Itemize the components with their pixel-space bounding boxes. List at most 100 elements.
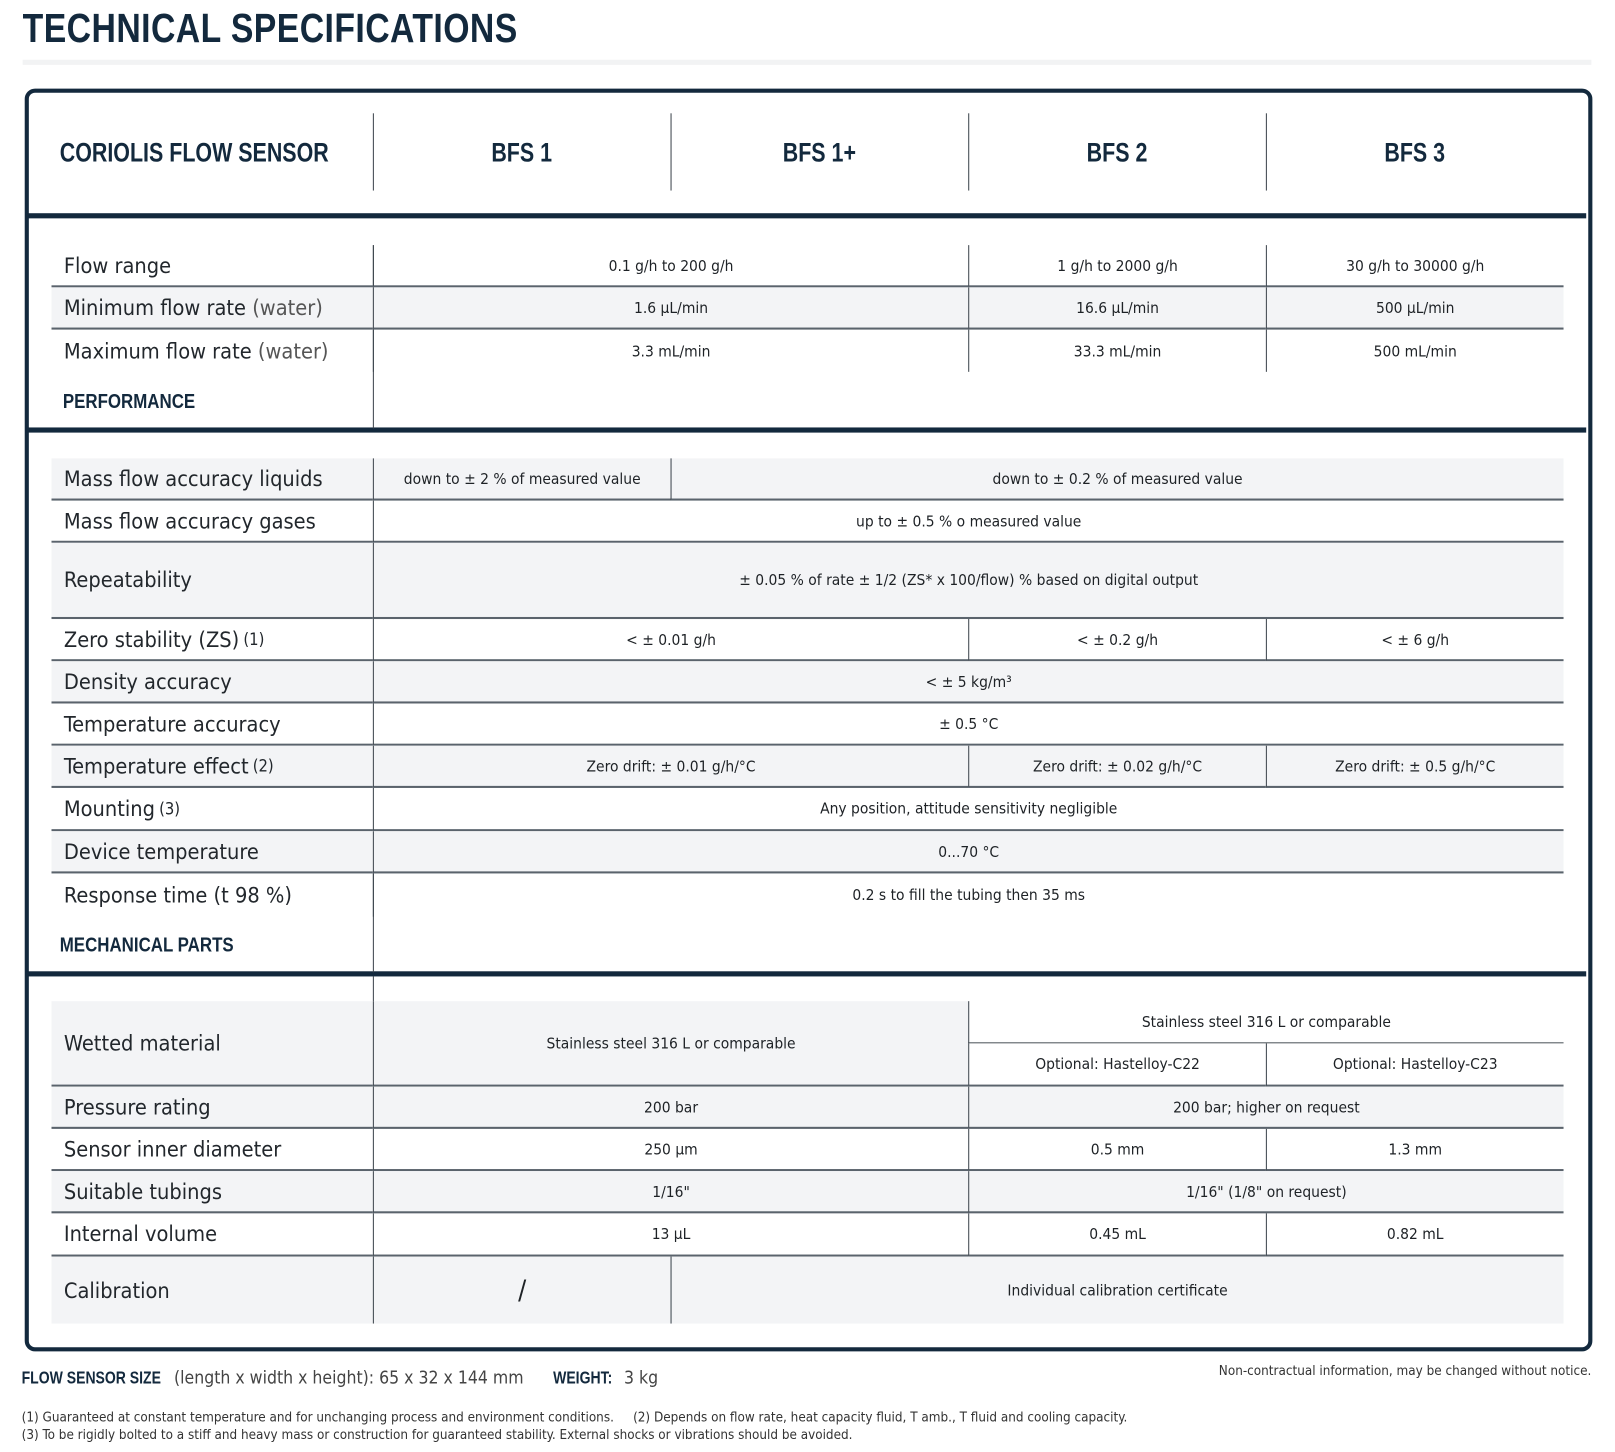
row-label-text: Temperature accuracy	[63, 711, 281, 736]
size-label: FLOW SENSOR SIZE	[21, 1367, 161, 1388]
temp-effect-bfs1: Zero drift: ± 0.01 g/h/°C	[372, 745, 969, 788]
label-suffix: (water)	[252, 295, 323, 320]
calibration-bfs1: /	[372, 1256, 671, 1324]
header-bfs1: BFS 1	[491, 136, 553, 168]
response-value: 0.2 s to fill the tubing then 35 ms	[372, 873, 1564, 917]
row-label-text: Device temperature	[63, 838, 259, 864]
internal-volume-label: Internal volume	[51, 1213, 373, 1257]
column-divider	[968, 113, 970, 191]
min-flow-bfs2: 16.6 µL/min	[968, 287, 1266, 330]
min-flow-bfs1: 1.6 µL/min	[372, 287, 969, 330]
row-label-text: Mass flow accuracy liquids	[63, 466, 323, 491]
mounting-all: Any position, attitude sensitivity negli…	[372, 787, 1564, 832]
acc-liquids-bfs1: down to ± 2 % of measured value	[372, 458, 671, 501]
mounting-label: Mounting (3)	[51, 788, 373, 832]
wetted-bfs1: Stainless steel 316 L or comparable	[372, 1001, 969, 1087]
spec-table-frame	[24, 88, 1593, 1352]
wetted-bfs2-opt: Optional: Hastelloy-C22	[968, 1043, 1266, 1087]
calibration-label: Calibration	[51, 1256, 373, 1324]
row-label-text: Maximum flow rate	[63, 338, 252, 364]
section-label-performance: PERFORMANCE	[62, 390, 196, 414]
weight-label: WEIGHT:	[553, 1367, 613, 1388]
acc-gases-all: up to ± 0.5 % o measured value	[372, 500, 1564, 543]
min-flow-label: Minimum flow rate (water)	[51, 287, 373, 330]
tubings-bfs1: 1/16"	[372, 1171, 969, 1214]
pressure-label: Pressure rating	[51, 1086, 373, 1129]
column-divider	[670, 113, 672, 191]
zero-stability-bfs1: < ± 0.01 g/h	[372, 619, 969, 662]
column-divider	[372, 113, 374, 191]
internal-volume-bfs2: 0.45 mL	[968, 1213, 1266, 1257]
inner-diameter-bfs1: 250 µm	[372, 1128, 969, 1172]
disclaimer: Non-contractual information, may be chan…	[1218, 1363, 1592, 1380]
flow-range-bfs2: 1 g/h to 2000 g/h	[968, 245, 1266, 288]
temp-effect-bfs2: Zero drift: ± 0.02 g/h/°C	[968, 745, 1266, 788]
weight-value: 3 kg	[624, 1367, 659, 1389]
zero-stability-bfs3: < ± 6 g/h	[1265, 619, 1564, 662]
temp-accuracy-all: ± 0.5 °C	[372, 703, 1564, 746]
acc-liquids-others: down to ± 0.2 % of measured value	[670, 458, 1564, 501]
pressure-bfs1: 200 bar	[372, 1086, 969, 1129]
section-divider	[26, 213, 1587, 219]
tubings-bfs23: 1/16" (1/8" on request)	[968, 1171, 1564, 1214]
flow-range-bfs3: 30 g/h to 30000 g/h	[1265, 245, 1564, 288]
internal-volume-bfs1: 13 µL	[372, 1213, 969, 1257]
max-flow-label: Maximum flow rate (water)	[52, 330, 373, 372]
header-bfs1plus: BFS 1+	[782, 136, 856, 168]
column-divider	[372, 873, 374, 973]
footnote-3: (3) To be rigidly bolted to a stiff and …	[21, 1427, 853, 1444]
density-label: Density accuracy	[51, 661, 373, 704]
inner-diameter-bfs3: 1.3 mm	[1265, 1128, 1564, 1172]
density-all: < ± 5 kg/m³	[372, 661, 1564, 704]
row-label-text: Mass flow accuracy gases	[63, 508, 316, 534]
temp-effect-label: Temperature effect (2)	[51, 745, 373, 788]
footnote-ref: (1)	[243, 629, 265, 649]
acc-liquids-label: Mass flow accuracy liquids	[51, 458, 373, 501]
flow-range-bfs1: 0.1 g/h to 200 g/h	[372, 245, 969, 288]
row-label-text: Response time (t 98 %)	[63, 882, 292, 908]
device-temp-label: Device temperature	[51, 831, 373, 874]
footnote-1-2: (1) Guaranteed at constant temperature a…	[22, 1410, 1128, 1425]
row-label-text: Suitable tubings	[63, 1178, 222, 1204]
wetted-bfs23: Stainless steel 316 L or comparable	[968, 1001, 1564, 1044]
inner-diameter-label: Sensor inner diameter	[51, 1129, 373, 1172]
repeatability-all: ± 0.05 % of rate ± 1/2 (ZS* x 100/flow) …	[372, 542, 1564, 620]
min-flow-bfs3: 500 µL/min	[1265, 287, 1564, 330]
calibration-others: Individual calibration certificate	[670, 1256, 1564, 1324]
row-label-text: Temperature effect	[63, 753, 249, 779]
column-divider	[1265, 113, 1267, 191]
wetted-bfs3-opt: Optional: Hastelloy-C23	[1265, 1043, 1564, 1087]
header-bfs2: BFS 2	[1086, 136, 1148, 168]
device-temp-all: 0...70 °C	[372, 831, 1564, 874]
zero-stability-label: Zero stability (ZS) (1)	[51, 619, 373, 662]
row-label-text: Calibration	[63, 1277, 170, 1303]
sensor-size: FLOW SENSOR SIZE (length x width x heigh…	[22, 1368, 659, 1389]
header-product: CORIOLIS FLOW SENSOR	[59, 136, 329, 168]
tubings-label: Suitable tubings	[51, 1171, 373, 1214]
zero-stability-bfs2: < ± 0.2 g/h	[968, 619, 1266, 662]
temp-accuracy-label: Temperature accuracy	[51, 703, 373, 746]
response-label: Response time (t 98 %)	[52, 873, 373, 916]
row-label-text: Mounting	[63, 796, 155, 821]
pressure-bfs23: 200 bar; higher on request	[968, 1086, 1564, 1129]
row-label-text: Flow range	[63, 252, 172, 278]
header-bfs3: BFS 3	[1384, 136, 1446, 168]
row-label-text: Zero stability (ZS)	[63, 626, 240, 652]
internal-volume-bfs3: 0.82 mL	[1265, 1213, 1564, 1257]
row-label-text: Wetted material	[63, 1030, 221, 1056]
section-label-mechanical: MECHANICAL PARTS	[59, 934, 234, 957]
row-label-text: Pressure rating	[63, 1094, 211, 1120]
row-label-text: Density accuracy	[63, 668, 232, 694]
temp-effect-bfs3: Zero drift: ± 0.5 g/h/°C	[1265, 745, 1564, 788]
label-suffix: (water)	[257, 338, 329, 364]
row-label-text: Repeatability	[63, 567, 192, 593]
section-divider	[26, 971, 1587, 977]
size-value: (length x width x height): 65 x 32 x 144…	[173, 1367, 524, 1389]
title-divider	[22, 59, 1592, 65]
flow-range-label: Flow range	[51, 245, 373, 288]
repeatability-label: Repeatability	[51, 542, 373, 620]
row-label-text: Internal volume	[63, 1221, 218, 1247]
max-flow-bfs2: 33.3 mL/min	[968, 329, 1266, 372]
column-divider	[372, 976, 374, 1002]
